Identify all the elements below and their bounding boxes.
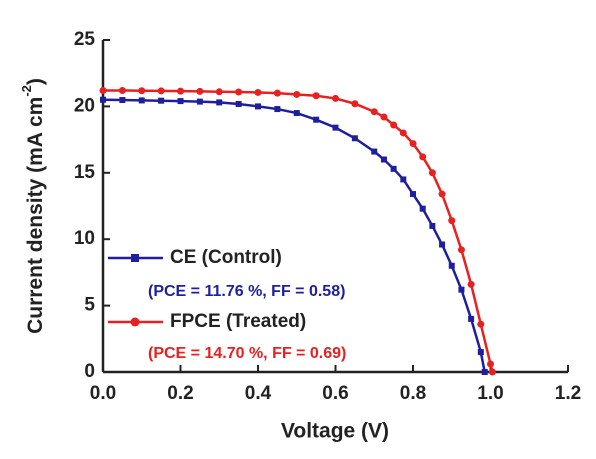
point	[419, 205, 426, 212]
y-axis-label-end: )	[24, 78, 47, 85]
point	[274, 106, 281, 113]
x-tick-label: 0.2	[167, 383, 193, 404]
point	[235, 101, 242, 108]
point	[138, 87, 146, 95]
x-tick-label: 0.6	[322, 383, 348, 404]
point	[488, 368, 496, 376]
point	[177, 87, 184, 95]
point	[312, 92, 320, 100]
y-tick-label: 0	[84, 361, 95, 382]
point	[158, 97, 165, 104]
series-line	[103, 89, 494, 373]
y-axis-label-text: Current density (mA cm	[24, 97, 47, 334]
point	[196, 98, 203, 105]
point	[99, 86, 107, 94]
point	[351, 100, 359, 108]
point	[380, 156, 387, 163]
x-tick-label: 0.4	[245, 383, 272, 404]
point	[215, 88, 223, 96]
point	[313, 116, 320, 123]
legend-label: CE (Control)	[170, 247, 282, 268]
y-tick-label: 20	[74, 95, 95, 116]
x-tick-label: 1.0	[477, 383, 503, 404]
point	[370, 108, 378, 116]
point	[216, 99, 223, 106]
point	[351, 135, 358, 142]
point	[399, 129, 407, 137]
point	[477, 349, 484, 356]
x-axis-label: Voltage (V)	[281, 420, 389, 443]
point	[477, 320, 485, 328]
point	[468, 315, 475, 322]
y-tick-label: 15	[74, 162, 96, 183]
legend-marker	[130, 317, 140, 327]
legend-marker	[131, 254, 139, 262]
point	[177, 98, 184, 105]
point	[487, 360, 494, 368]
point	[255, 103, 261, 110]
point	[332, 94, 339, 102]
point	[428, 169, 436, 177]
point	[429, 222, 436, 229]
point	[138, 97, 145, 104]
point	[438, 190, 446, 198]
point	[157, 87, 165, 95]
point	[457, 246, 465, 254]
point	[100, 96, 106, 103]
point	[481, 369, 488, 375]
annotation: (PCE = 11.76 %, FF = 0.58)	[148, 283, 345, 300]
point	[419, 153, 427, 161]
x-tick-label: 0.0	[90, 383, 116, 404]
point	[371, 148, 378, 155]
point	[467, 280, 475, 288]
point	[254, 88, 262, 96]
point	[118, 86, 126, 94]
point	[448, 217, 456, 225]
point	[448, 262, 455, 269]
y-tick-label: 25	[74, 29, 96, 50]
point	[380, 113, 388, 121]
point	[409, 140, 417, 148]
y-tick-label: 5	[84, 295, 95, 316]
legend-label: FPCE (Treated)	[170, 311, 306, 332]
point	[390, 121, 398, 129]
point	[390, 165, 397, 172]
annotation: (PCE = 14.70 %, FF = 0.69)	[148, 345, 346, 362]
point	[410, 191, 416, 198]
point	[439, 241, 446, 248]
point	[235, 88, 243, 96]
point	[119, 97, 126, 104]
y-tick-label: 10	[74, 228, 95, 249]
point	[458, 286, 465, 293]
y-axis-label: Current density (mA cm-2)	[19, 78, 46, 334]
point	[293, 90, 301, 98]
point	[400, 176, 407, 183]
point	[332, 124, 339, 131]
point	[273, 89, 281, 97]
x-tick-label: 1.2	[555, 383, 581, 404]
point	[196, 87, 204, 95]
point	[293, 110, 300, 117]
y-axis-label-sup: -2	[19, 85, 34, 97]
x-tick-label: 0.8	[400, 383, 426, 404]
